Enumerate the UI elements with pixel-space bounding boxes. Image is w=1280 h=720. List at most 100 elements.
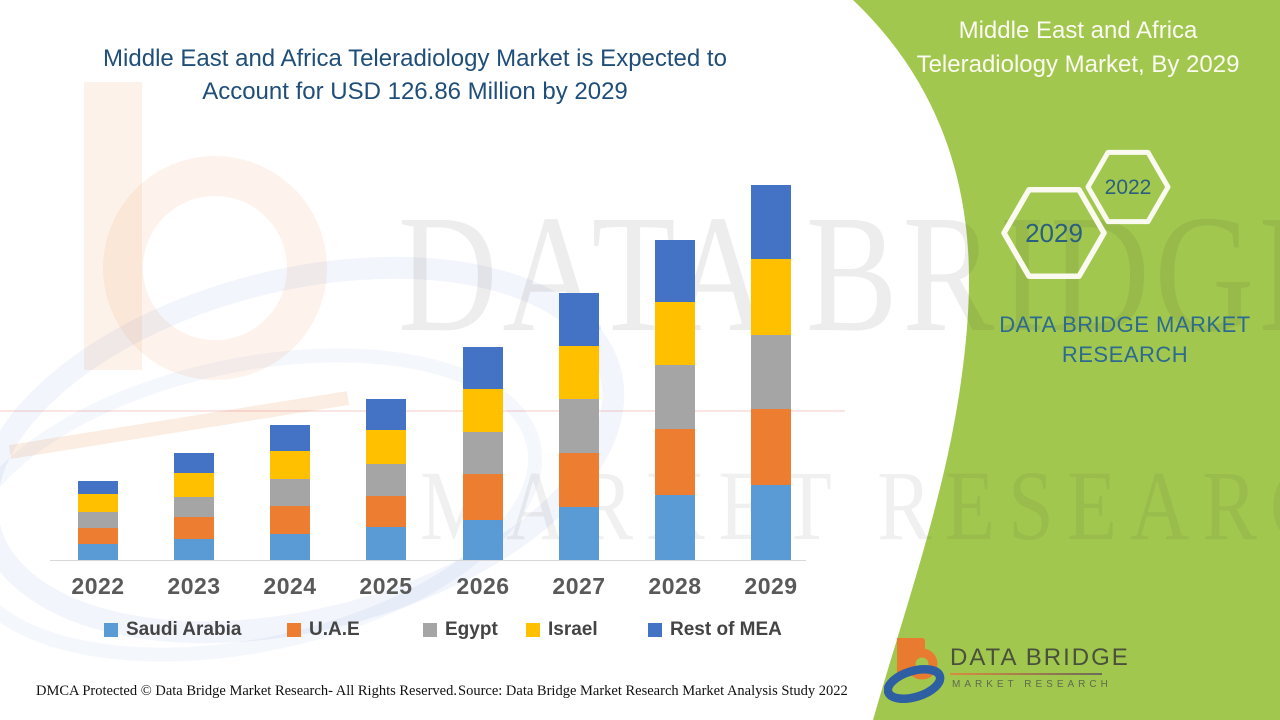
bar-segment-rest-of-mea-2028 xyxy=(655,240,695,303)
bar-segment-saudi-arabia-2028 xyxy=(655,495,695,560)
x-axis-label-2022: 2022 xyxy=(71,573,125,599)
bar-segment-israel-2028 xyxy=(655,302,695,366)
bar-segment-egypt-2026 xyxy=(463,432,503,475)
hexagon-2022-outline xyxy=(1085,149,1171,225)
stacked-bar-2027 xyxy=(559,293,599,560)
hexagon-2029-outline xyxy=(1001,186,1107,280)
legend-item-rest-of-mea: Rest of MEA xyxy=(648,619,782,641)
plot-area: 2022 2023 2024 2025 2026 2027 2028 2029 Saudi Ar… xyxy=(50,184,806,641)
logo-sub-text: MARKET RESEARCH xyxy=(952,679,1112,690)
bar-segment-u-a-e-2029 xyxy=(751,408,791,485)
x-axis-label-2027: 2027 xyxy=(552,573,606,599)
logo-b-bowl xyxy=(906,648,938,680)
logo-name-text: DATA BRIDGE xyxy=(950,644,1130,671)
logo-underline xyxy=(950,673,1102,675)
x-axis-line xyxy=(50,560,806,561)
legend-swatch-saudi-arabia xyxy=(104,623,118,637)
bar-segment-rest-of-mea-2029 xyxy=(751,184,791,260)
bar-segment-egypt-2027 xyxy=(559,398,599,454)
bar-segment-saudi-arabia-2029 xyxy=(751,484,791,560)
stacked-bar-2029 xyxy=(751,184,791,560)
chart-title-line1: Middle East and Africa Teleradiology Mar… xyxy=(103,45,727,72)
bar-segment-israel-2022 xyxy=(78,494,118,512)
bar-segment-rest-of-mea-2026 xyxy=(463,347,503,390)
bar-segment-egypt-2025 xyxy=(366,464,406,496)
logo-b-icon xyxy=(884,638,945,703)
bar-segment-u-a-e-2022 xyxy=(78,528,118,544)
legend-label-rest-of-mea: Rest of MEA xyxy=(670,619,782,640)
bar-segment-rest-of-mea-2022 xyxy=(78,481,118,494)
footer-dmca-text: DMCA Protected © Data Bridge Market Rese… xyxy=(36,683,457,699)
legend-item-egypt: Egypt xyxy=(423,619,498,641)
bar-segment-saudi-arabia-2022 xyxy=(78,544,118,560)
stacked-bar-2023 xyxy=(174,453,214,560)
watermark-logo-bowl xyxy=(103,156,327,380)
brand-text: DATA BRIDGE MARKET RESEARCH xyxy=(970,310,1280,370)
bar-segment-israel-2025 xyxy=(366,430,406,465)
x-axis-label-2025: 2025 xyxy=(359,573,413,599)
x-axis-label-2026: 2026 xyxy=(456,573,510,599)
bar-segment-israel-2027 xyxy=(559,346,599,399)
stacked-bar-2024 xyxy=(270,424,310,560)
legend-swatch-egypt xyxy=(423,623,437,637)
chart-title: Middle East and Africa Teleradiology Mar… xyxy=(55,42,775,108)
year-hexagons: 2029 2022 xyxy=(1001,149,1171,280)
bar-segment-rest-of-mea-2023 xyxy=(174,453,214,474)
bar-segment-u-a-e-2024 xyxy=(270,505,310,534)
x-axis-label-2028: 2028 xyxy=(648,573,702,599)
watermark-logo-diagonal xyxy=(8,391,350,459)
bar-segment-saudi-arabia-2027 xyxy=(559,507,599,560)
x-axis-label-2029: 2029 xyxy=(744,573,798,599)
bar-segment-egypt-2024 xyxy=(270,479,310,506)
bar-segment-israel-2024 xyxy=(270,450,310,480)
hexagon-2029-label: 2029 xyxy=(1025,218,1083,248)
legend-label-u-a-e: U.A.E xyxy=(309,619,360,640)
x-axis-label-2023: 2023 xyxy=(167,573,221,599)
faint-horizontal-line xyxy=(0,410,845,412)
bar-segment-rest-of-mea-2025 xyxy=(366,399,406,431)
bar-segment-u-a-e-2025 xyxy=(366,495,406,527)
bar-segment-saudi-arabia-2024 xyxy=(270,534,310,560)
brand-text-line1: DATA BRIDGE MARKET xyxy=(999,312,1251,337)
brand-text-line2: RESEARCH xyxy=(1061,342,1189,367)
logo-blue-swoosh xyxy=(884,665,945,703)
bar-segment-egypt-2029 xyxy=(751,335,791,409)
bar-segment-saudi-arabia-2026 xyxy=(463,520,503,560)
bar-segment-saudi-arabia-2023 xyxy=(174,539,214,560)
bar-segment-israel-2023 xyxy=(174,473,214,498)
side-panel-title-line1: Middle East and Africa xyxy=(958,17,1198,44)
bar-segment-egypt-2023 xyxy=(174,497,214,518)
watermark-logo-stem xyxy=(84,82,142,370)
x-axis-label-2024: 2024 xyxy=(263,573,317,599)
legend-item-israel: Israel xyxy=(526,619,598,641)
bar-segment-egypt-2022 xyxy=(78,512,118,528)
legend-item-u-a-e: U.A.E xyxy=(287,619,360,641)
stacked-bar-2026 xyxy=(463,347,503,560)
side-panel-title-line2: Teleradiology Market, By 2029 xyxy=(916,51,1240,78)
chart-title-line2: Account for USD 126.86 Million by 2029 xyxy=(202,78,628,105)
side-panel-title: Middle East and Africa Teleradiology Mar… xyxy=(892,14,1264,82)
stacked-bar-2025 xyxy=(366,399,406,560)
bar-segment-u-a-e-2026 xyxy=(463,474,503,521)
green-side-panel xyxy=(853,0,1280,720)
legend-swatch-israel xyxy=(526,623,540,637)
bar-segment-rest-of-mea-2024 xyxy=(270,424,310,451)
legend-item-saudi-arabia: Saudi Arabia xyxy=(104,619,241,641)
legend-label-saudi-arabia: Saudi Arabia xyxy=(126,619,242,640)
stacked-bar-2028 xyxy=(655,240,695,560)
bar-segment-saudi-arabia-2025 xyxy=(366,526,406,560)
legend-swatch-rest-of-mea xyxy=(648,623,662,637)
watermark-logo-swoosh-2 xyxy=(0,348,543,662)
legend-label-israel: Israel xyxy=(548,619,598,640)
bar-segment-rest-of-mea-2027 xyxy=(559,293,599,347)
legend-swatch-u-a-e xyxy=(287,623,301,637)
bar-segment-u-a-e-2027 xyxy=(559,453,599,508)
legend-label-egypt: Egypt xyxy=(445,619,498,640)
hexagon-2022-label: 2022 xyxy=(1105,176,1152,199)
company-logo: DATA BRIDGE MARKET RESEARCH xyxy=(884,614,1154,709)
stacked-bar-2022 xyxy=(78,481,118,560)
watermark-logo-swoosh-1 xyxy=(0,256,625,644)
bar-segment-egypt-2028 xyxy=(655,365,695,430)
